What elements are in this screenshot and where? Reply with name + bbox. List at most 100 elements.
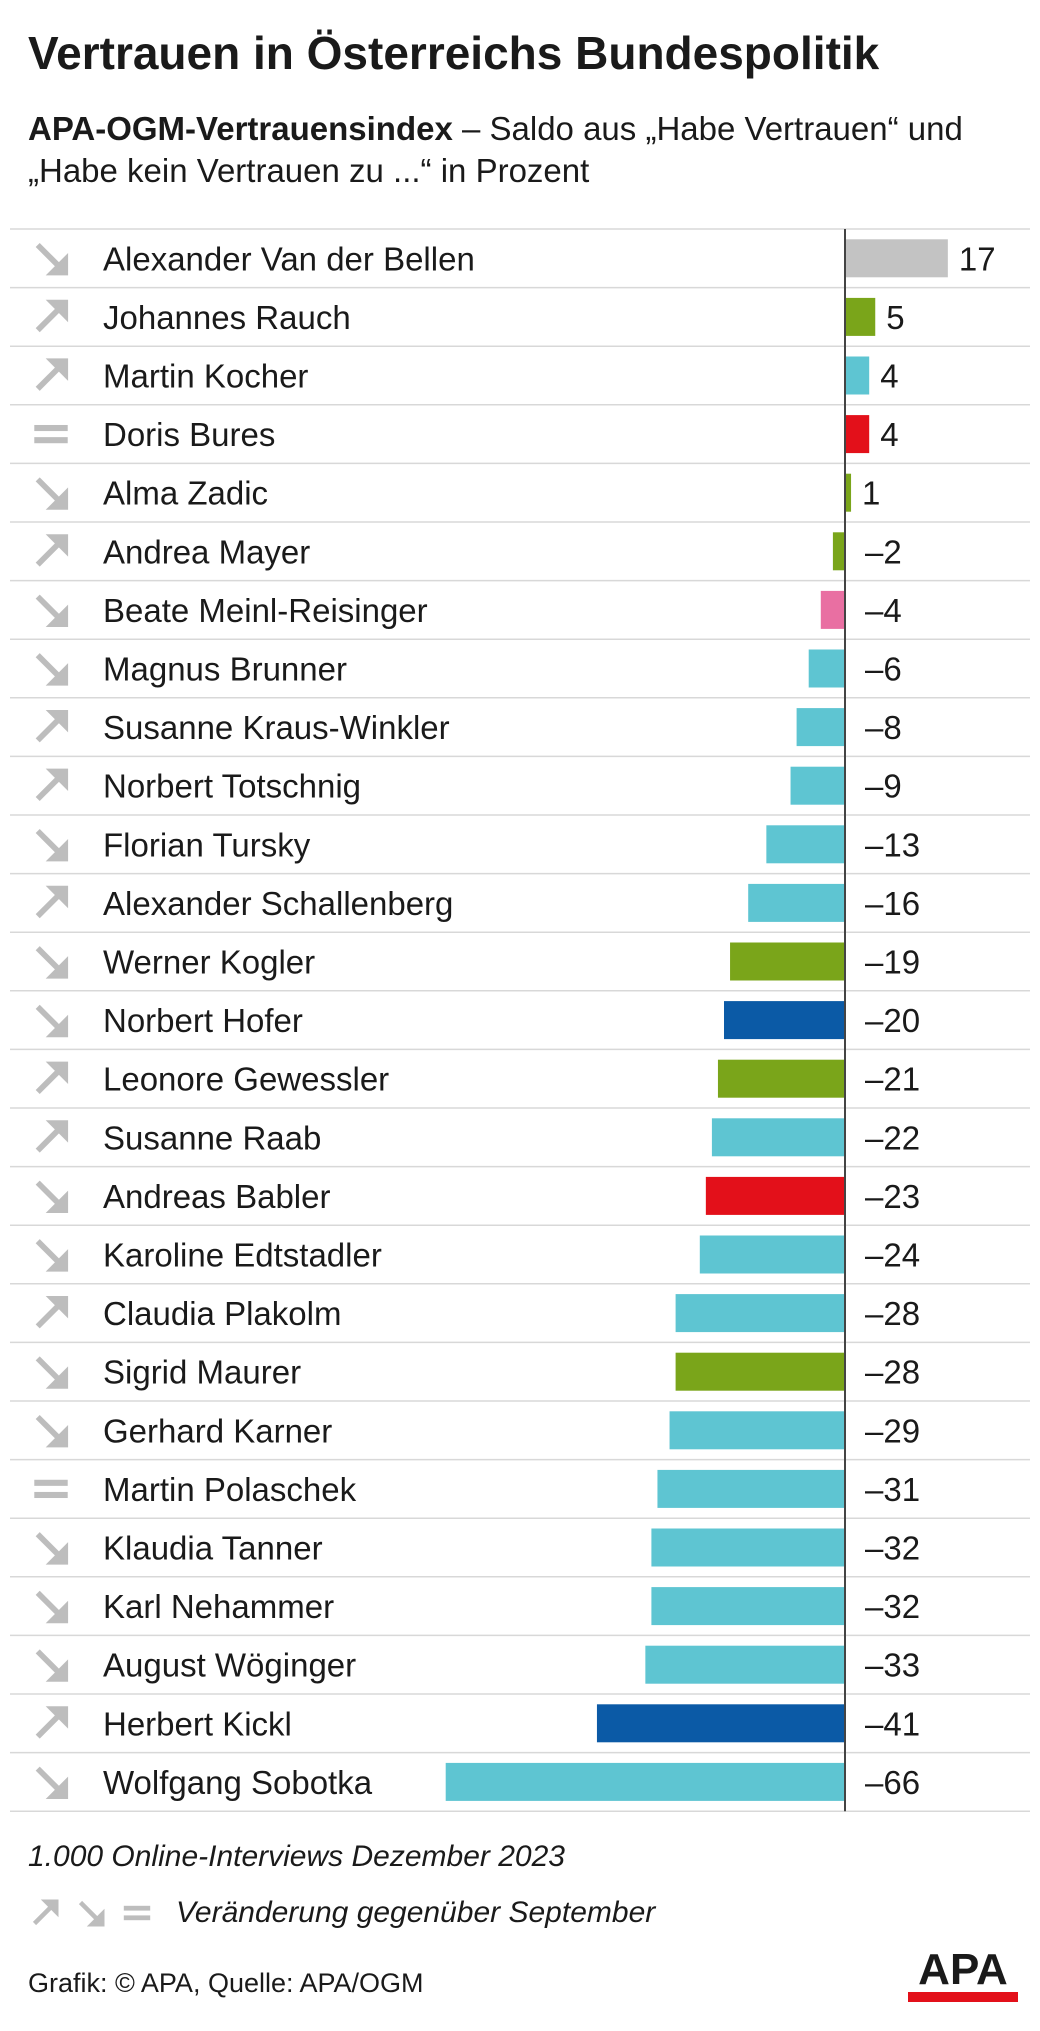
bar (724, 1001, 845, 1040)
arrow-down-icon (78, 1900, 105, 1927)
trend-down-icon (35, 1239, 69, 1272)
trend-down-icon (35, 1649, 69, 1682)
bar (790, 766, 845, 805)
category-label: Johannes Rauch (103, 299, 351, 336)
value-label: –19 (865, 944, 920, 981)
value-label: –41 (865, 1705, 920, 1742)
subtitle-bold: APA-OGM-Vertrauensindex (28, 110, 453, 147)
source-credit: Grafik: © APA, Quelle: APA/OGM (28, 1968, 424, 1998)
chart-title: Vertrauen in Österreichs Bundespolitik (28, 27, 880, 79)
chart-subtitle: APA-OGM-Vertrauensindex – Saldo aus „Hab… (28, 108, 1018, 192)
category-label: Doris Bures (103, 416, 275, 453)
legend-label: Veränderung gegenüber September (176, 1896, 656, 1929)
value-label: 5 (886, 299, 904, 336)
category-label: Beate Meinl-Reisinger (103, 592, 428, 629)
bar (796, 708, 845, 747)
value-label: –28 (865, 1295, 920, 1332)
category-label: Sigrid Maurer (103, 1354, 301, 1391)
value-label: 1 (862, 475, 880, 512)
value-label: –4 (865, 592, 902, 629)
value-label: –20 (865, 1002, 920, 1039)
trend-down-icon (35, 242, 69, 276)
value-label: –21 (865, 1061, 920, 1098)
trend-up-icon (35, 1295, 69, 1329)
category-label: Klaudia Tanner (103, 1530, 323, 1567)
category-label: Claudia Plakolm (103, 1295, 341, 1332)
bar (808, 649, 845, 688)
trend-up-icon (35, 885, 69, 919)
bar (845, 415, 870, 454)
bar (711, 1118, 845, 1157)
bar (748, 883, 845, 922)
category-label: Karl Nehammer (103, 1588, 334, 1625)
bar (766, 825, 845, 864)
trend-down-icon (35, 653, 69, 686)
trend-down-icon (35, 946, 69, 979)
category-label: Norbert Hofer (103, 1002, 303, 1039)
bar (699, 1235, 845, 1274)
category-label: Gerhard Karner (103, 1412, 332, 1449)
category-label: Karoline Edtstadler (103, 1237, 382, 1274)
trend-down-icon (35, 1532, 69, 1565)
trend-down-icon (35, 828, 69, 862)
value-label: –66 (865, 1764, 920, 1801)
value-label: –2 (865, 533, 902, 570)
category-label: August Wöginger (103, 1647, 356, 1684)
category-label: Alma Zadic (103, 475, 268, 512)
trend-down-icon (35, 477, 69, 510)
subtitle-rest: – Saldo aus „Habe Vertrauen“ und „Habe k… (28, 110, 963, 189)
trend-down-icon (35, 1590, 69, 1624)
bar (845, 239, 948, 278)
bar-chart: Alexander Van der Bellen 17 Johannes Rauch… (10, 228, 1030, 1812)
category-label: Susanne Kraus-Winkler (103, 709, 450, 746)
category-label: Leonore Gewessler (103, 1061, 389, 1098)
bar (820, 590, 845, 629)
bar (651, 1528, 845, 1567)
trend-down-icon (35, 1004, 69, 1038)
bar (845, 297, 876, 336)
category-label: Wolfgang Sobotka (103, 1764, 373, 1801)
category-label: Martin Polaschek (103, 1471, 357, 1508)
apa-logo-text: APA (918, 1945, 1008, 1994)
trend-up-icon (35, 358, 69, 391)
trend-down-icon (35, 1356, 69, 1389)
bar (657, 1469, 845, 1508)
bar (730, 942, 845, 981)
value-label: –23 (865, 1178, 920, 1215)
value-label: –32 (865, 1530, 920, 1567)
bar (445, 1762, 845, 1801)
category-label: Alexander Van der Bellen (103, 240, 475, 277)
category-label: Magnus Brunner (103, 651, 347, 688)
value-label: –31 (865, 1471, 920, 1508)
apa-logo-bar (908, 1992, 1018, 2002)
value-label: –9 (865, 768, 902, 805)
trend-up-icon (35, 299, 69, 333)
footnote: 1.000 Online-Interviews Dezember 2023 (28, 1840, 565, 1873)
bar (717, 1059, 845, 1098)
trend-up-icon (35, 1706, 69, 1739)
apa-logo: APA (908, 1945, 1018, 2002)
trend-up-icon (35, 768, 69, 802)
value-label: 4 (880, 358, 898, 395)
category-label: Andrea Mayer (103, 533, 310, 570)
bar (669, 1411, 845, 1450)
bar (596, 1704, 845, 1743)
value-label: –8 (865, 709, 902, 746)
category-label: Martin Kocher (103, 358, 308, 395)
category-label: Werner Kogler (103, 944, 315, 981)
value-label: –6 (865, 651, 902, 688)
bar (645, 1645, 845, 1684)
trend-down-icon (35, 1766, 69, 1799)
category-label: Susanne Raab (103, 1119, 321, 1156)
category-label: Alexander Schallenberg (103, 885, 453, 922)
trend-down-icon (35, 1180, 69, 1213)
bar (675, 1352, 845, 1391)
value-label: –29 (865, 1412, 920, 1449)
trend-legend: Veränderung gegenüber September (28, 1893, 655, 1933)
value-label: –16 (865, 885, 920, 922)
value-label: 4 (880, 416, 898, 453)
trend-up-icon (35, 1061, 69, 1095)
value-label: –22 (865, 1119, 920, 1156)
bar (675, 1294, 845, 1333)
category-label: Andreas Babler (103, 1178, 330, 1215)
